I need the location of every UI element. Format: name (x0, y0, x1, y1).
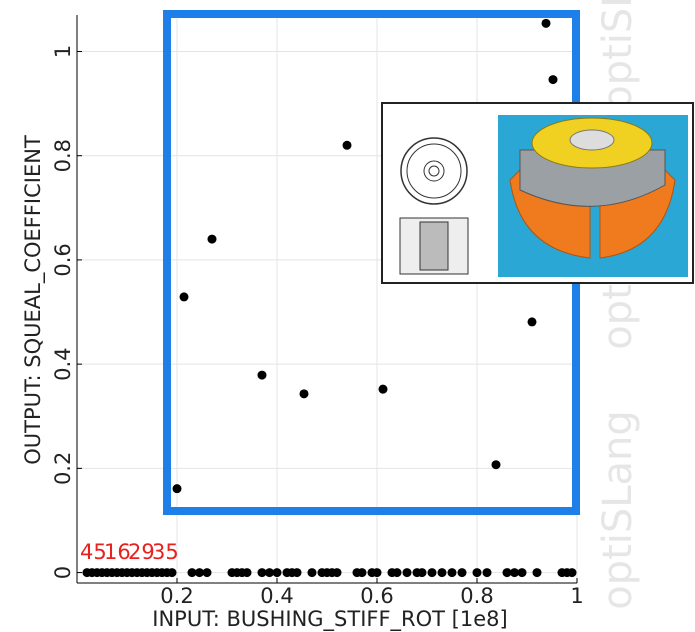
point (492, 460, 501, 469)
point (542, 19, 551, 28)
point-label: 35 (152, 540, 179, 564)
drawing (420, 222, 448, 270)
inset-image (382, 103, 693, 283)
point-label: 45 (80, 540, 107, 564)
y-tick-label: 0 (51, 566, 75, 579)
y-tick-label: 0.8 (51, 139, 75, 172)
point (208, 235, 217, 244)
point (379, 385, 388, 394)
point (393, 568, 402, 577)
point (300, 389, 309, 398)
point (483, 568, 492, 577)
point (180, 292, 189, 301)
x-tick-label: 0.6 (360, 584, 393, 608)
point-label: 29 (128, 540, 155, 564)
point (438, 568, 447, 577)
y-tick-label: 0.6 (51, 243, 75, 276)
point (168, 568, 177, 577)
point (173, 484, 182, 493)
point (418, 568, 427, 577)
point (258, 371, 267, 380)
point (273, 568, 282, 577)
y-tick-label: 0.2 (51, 452, 75, 485)
point (333, 568, 342, 577)
chart: optiSLang optiSLang optiSLang INPUT: BUS… (0, 0, 695, 632)
y-tick-label: 1 (51, 45, 75, 58)
point (203, 568, 212, 577)
point (403, 568, 412, 577)
render (570, 130, 614, 150)
point (473, 568, 482, 577)
watermark: optiSLang (595, 0, 641, 110)
point (518, 568, 527, 577)
point (308, 568, 317, 577)
point (528, 317, 537, 326)
point (549, 75, 558, 84)
y-tick-label: 0.4 (51, 347, 75, 380)
point (358, 568, 367, 577)
x-tick-label: 0.2 (160, 584, 193, 608)
background (0, 0, 695, 632)
point (428, 568, 437, 577)
point (343, 141, 352, 150)
point (448, 568, 457, 577)
watermark: optiSLang (595, 410, 641, 610)
point (568, 568, 577, 577)
x-tick-label: 1 (570, 584, 583, 608)
point (373, 568, 382, 577)
x-tick-label: 0.8 (460, 584, 493, 608)
point (293, 568, 302, 577)
point (458, 568, 467, 577)
point-label: 16 (104, 540, 131, 564)
x-tick-label: 0.4 (260, 584, 293, 608)
point (243, 568, 252, 577)
y-axis-label: OUTPUT: SQUEAL_COEFFICIENT (21, 135, 46, 465)
x-axis-label: INPUT: BUSHING_STIFF_ROT [1e8] (152, 607, 507, 632)
point (533, 568, 542, 577)
